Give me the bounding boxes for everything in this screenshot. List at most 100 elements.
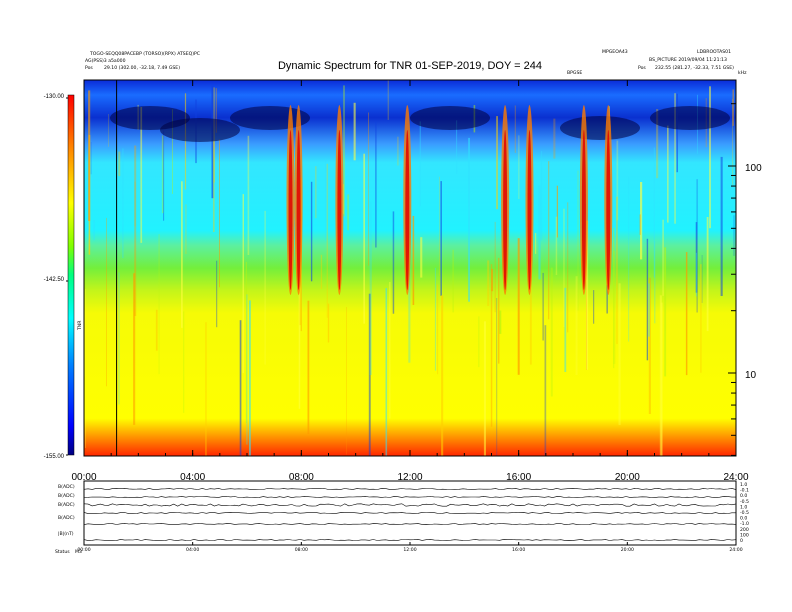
spectrogram-streak <box>674 93 676 224</box>
spectral-burst-core <box>288 130 293 290</box>
spectrogram-streak <box>548 161 550 320</box>
spectrogram-streak <box>586 220 589 370</box>
bottom-panel-trace <box>83 512 736 514</box>
bottom-row-label: B(ADC) <box>58 502 75 508</box>
spectrogram-streak <box>720 156 723 296</box>
spectrogram-streak <box>535 233 537 254</box>
spectrogram-streak <box>419 121 421 207</box>
spectrogram-streak <box>496 298 498 456</box>
spectrogram-streak <box>408 219 411 363</box>
bottom-row-label: B(ADC) <box>58 484 75 490</box>
spectrogram-streak <box>85 288 86 448</box>
bottom-row-label: B(ADC) <box>58 493 75 499</box>
spectrogram-streak <box>648 277 651 414</box>
x-tick-label: 12:00 <box>397 472 422 483</box>
x-tick-label: 00:00 <box>71 472 96 483</box>
spectrogram-streak <box>483 321 486 456</box>
spectrogram-streak <box>628 176 630 342</box>
spectrogram-streak <box>496 116 498 210</box>
spectrogram-dark-region <box>410 106 490 130</box>
spectrogram-streak <box>656 109 659 179</box>
spectrogram-streak <box>478 316 480 368</box>
spectrogram-streak <box>616 140 619 221</box>
spectrogram-streak <box>140 107 143 243</box>
x-tick-label: 08:00 <box>289 472 314 483</box>
spectrogram-streak <box>327 303 330 343</box>
bottom-right-label: 200 <box>740 527 749 533</box>
spectrogram-streak <box>660 302 663 456</box>
spectrogram-streak <box>247 135 250 255</box>
header-right-pos-label: Pos <box>638 65 646 71</box>
spectrogram-streak <box>541 150 543 241</box>
bottom-right-label: 1.0 <box>740 504 747 510</box>
spectrogram-streak <box>648 283 650 337</box>
spectrogram-streak <box>215 88 217 133</box>
spectrogram-streak <box>184 93 187 190</box>
spectrogram-streak <box>211 85 214 199</box>
spectrogram-streak <box>618 283 621 425</box>
spectrogram-streak <box>90 142 92 175</box>
bottom-right-label: -0.5 <box>740 510 749 516</box>
colorbar-units-label: TNR <box>77 320 83 331</box>
spectrogram-streak <box>514 105 516 153</box>
bottom-right-label: -0.5 <box>740 499 749 505</box>
spectrogram-streak <box>577 170 579 311</box>
bottom-panel-traces <box>83 488 737 541</box>
x-tick-label: 04:00 <box>180 472 205 483</box>
colorbar-tick-bottom: -155.00 <box>44 454 65 460</box>
spectrogram-streak <box>575 276 578 375</box>
bottom-right-label: 1.0 <box>740 482 747 488</box>
spectrogram-streak <box>490 264 493 427</box>
spectrogram-streak <box>249 300 251 456</box>
spectrogram-streak <box>538 185 541 280</box>
spectral-burst-core <box>405 130 410 290</box>
spectrogram-streak <box>662 219 664 296</box>
spectrogram-streak <box>172 109 173 194</box>
header-left-pos-label: Pos <box>85 65 93 71</box>
spectrogram-streak <box>397 136 399 166</box>
colorbar-gradient <box>67 94 75 456</box>
spectrogram-streak <box>118 272 120 405</box>
spectrogram-streak <box>491 268 494 292</box>
bottom-panel: B(ADC)B(ADC)B(ADC)B(ADC)|B|(nT)1.0-0.10.… <box>55 480 749 555</box>
spectrogram-streak <box>347 194 350 231</box>
spectrogram-streak <box>93 220 95 241</box>
spectrogram-streak <box>88 90 91 222</box>
spectrogram-streak <box>368 293 371 456</box>
header-right-line2: BS_PICTURE 2019/09/04 11:21:13 <box>649 57 727 63</box>
spectrogram-streak <box>245 261 247 424</box>
spectrogram-streak <box>134 181 136 227</box>
spectrogram-streak <box>553 118 556 159</box>
spectrogram-dark-region <box>160 118 240 142</box>
bottom-x-tick-label: 16:00 <box>512 547 525 553</box>
spectrogram-streak <box>239 320 242 456</box>
header-right-line1: LDBROOTAS01 <box>697 49 731 55</box>
bottom-x-tick-label: 24:00 <box>729 547 742 553</box>
spectrogram-streak <box>441 295 444 456</box>
spectrogram-streak <box>412 215 415 305</box>
spectrogram-streak <box>134 145 137 316</box>
spectrogram-streak <box>163 130 165 221</box>
spectrogram-streak <box>452 249 454 313</box>
spectrogram-streak <box>106 217 107 387</box>
spectrogram-streak <box>518 135 520 199</box>
spectrogram-streak <box>387 80 389 120</box>
x-tick-label: 20:00 <box>615 472 640 483</box>
spectrogram-dark-region <box>560 116 640 140</box>
spectrogram-streak <box>213 140 215 232</box>
spectral-burst-core <box>606 130 611 290</box>
spectrogram-streak <box>298 268 301 409</box>
spectrogram-streak <box>653 147 655 278</box>
spectrogram-streak <box>695 252 697 297</box>
spectrogram-streak <box>664 247 667 377</box>
spectrogram-streak <box>343 85 345 217</box>
spectral-burst-core <box>527 130 532 290</box>
spectrogram-streak <box>326 163 328 318</box>
bottom-row-label: |B|(nT) <box>58 531 74 537</box>
spectrogram-streak <box>564 287 567 372</box>
spectrogram-streak <box>706 217 709 332</box>
bottom-right-label: -0.1 <box>740 488 749 494</box>
spectrogram-streak <box>375 121 377 248</box>
header-right-pos-value: 232.55 (281.27, -32.33, 7.51 GSE) <box>655 65 734 71</box>
spectrogram-bursts <box>286 105 613 295</box>
